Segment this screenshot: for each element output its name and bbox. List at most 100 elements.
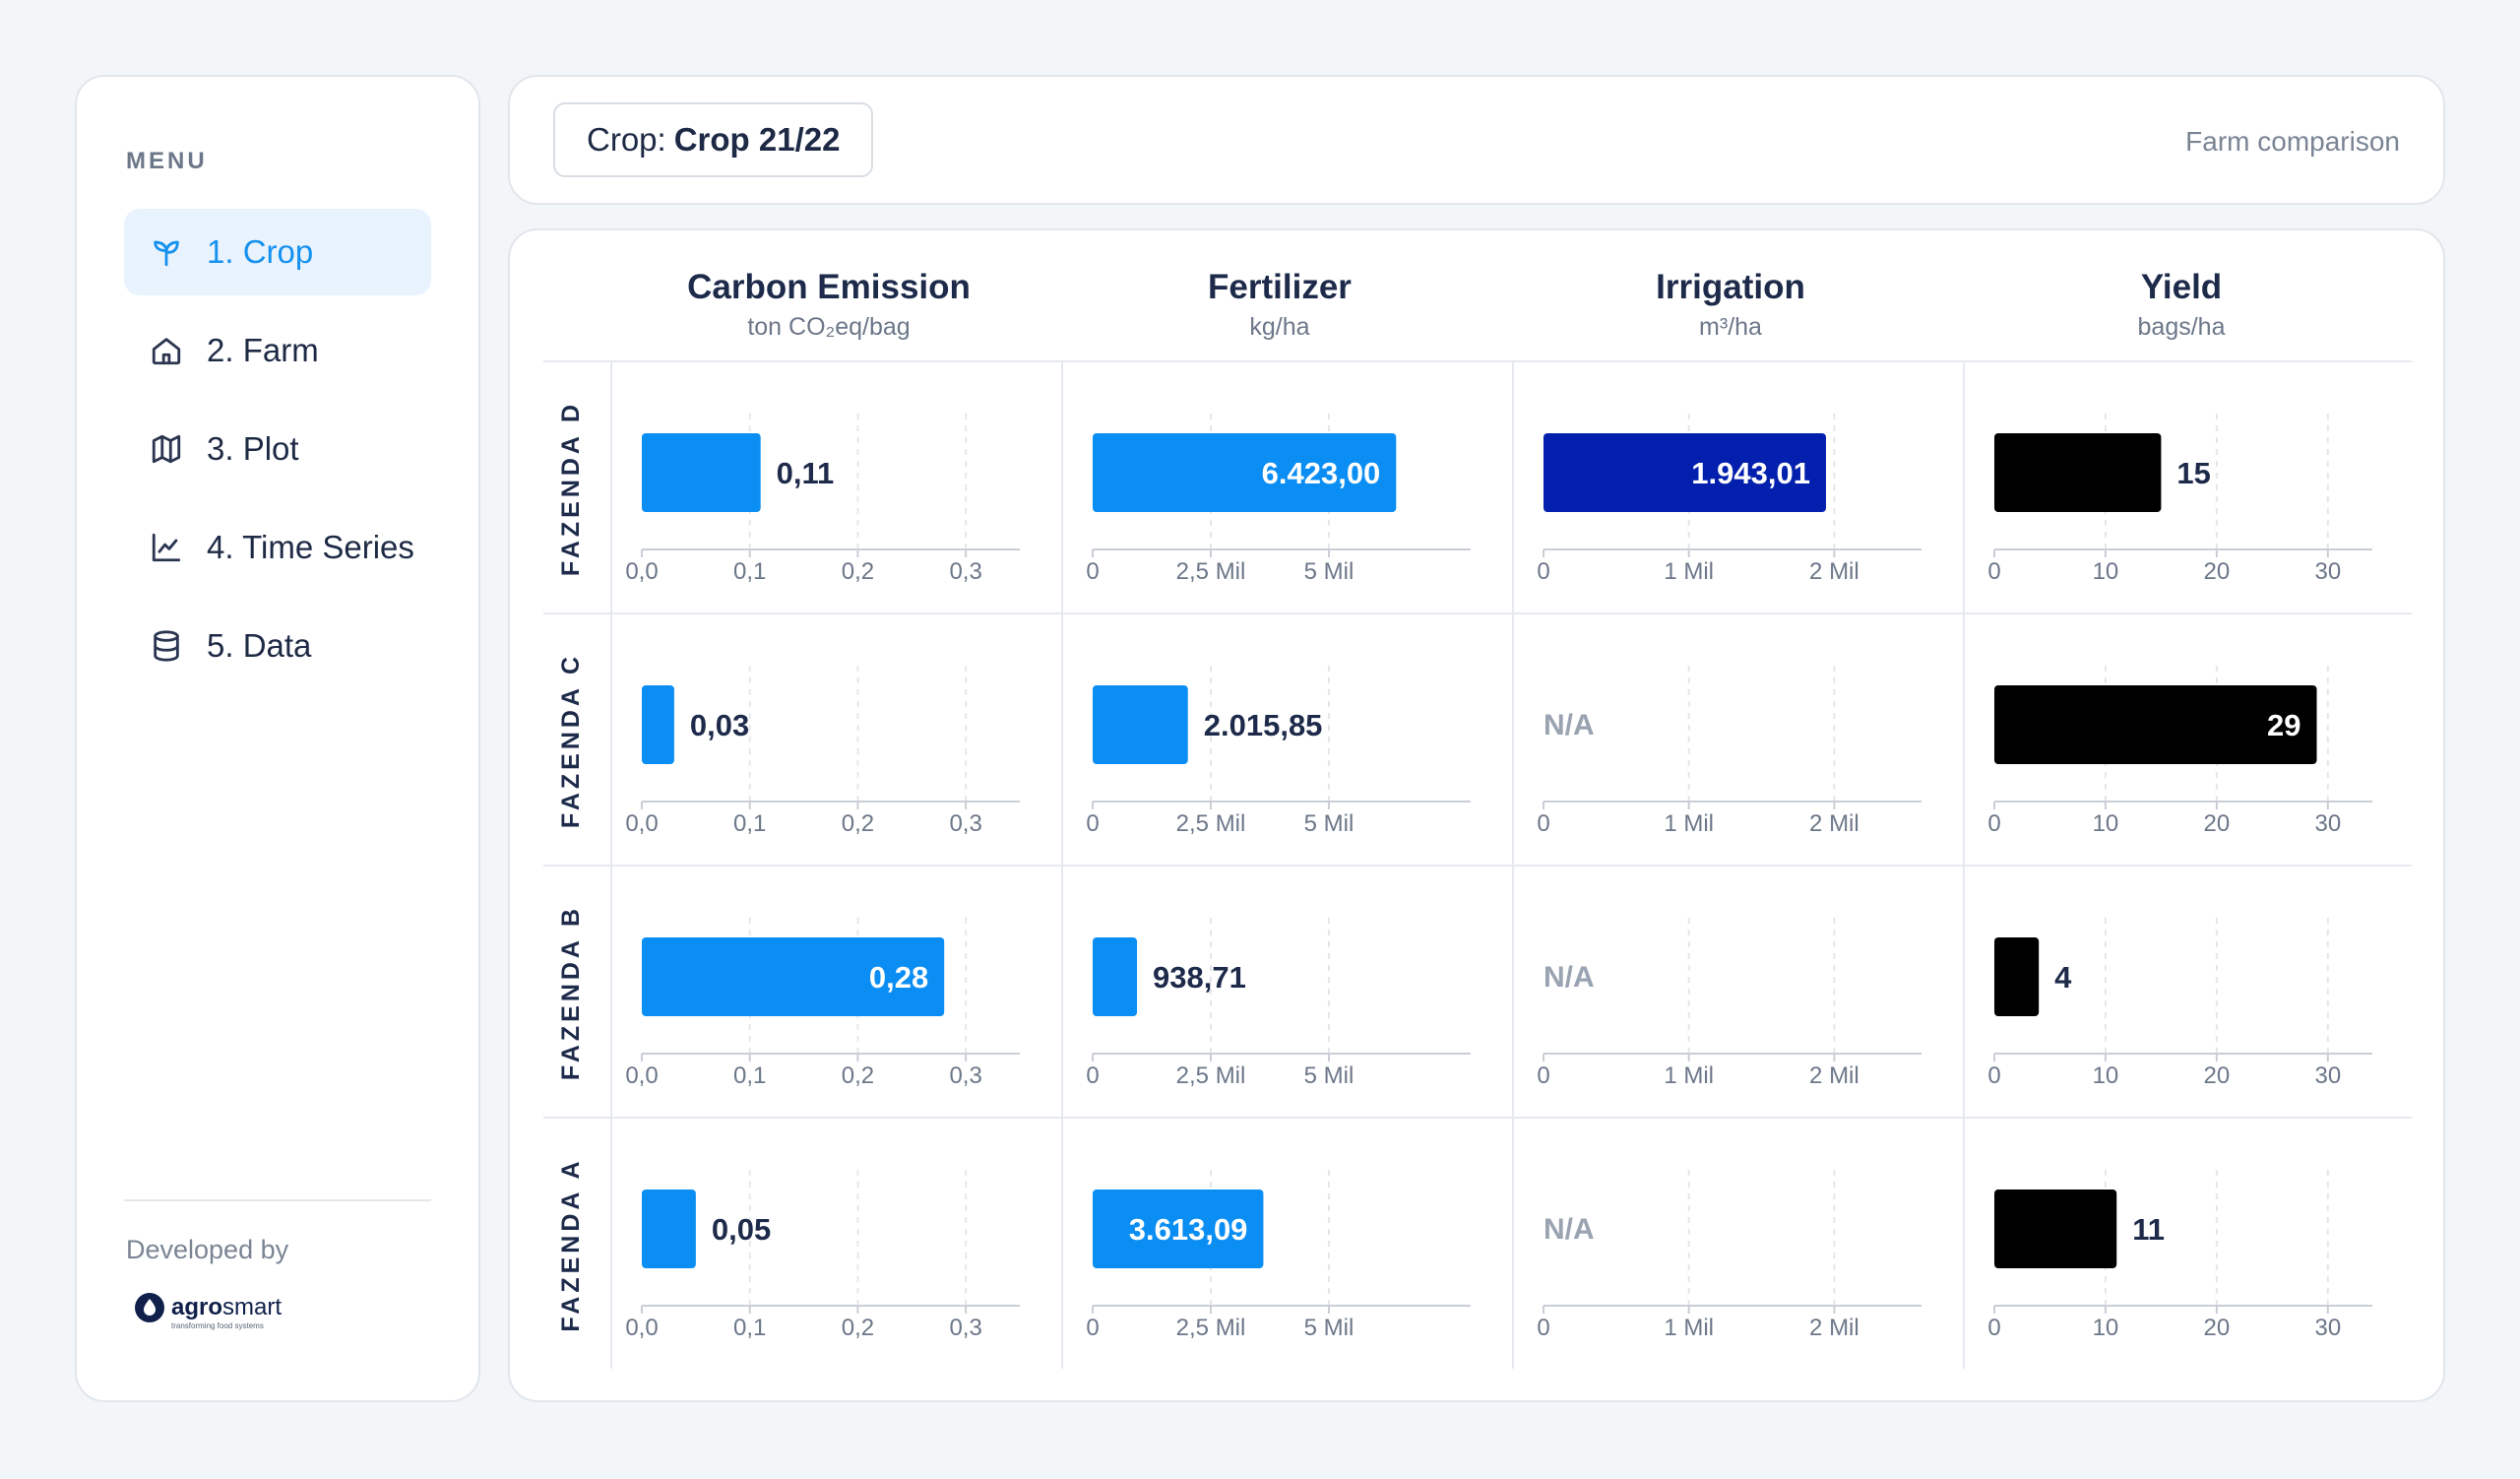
x-tick-label: 0,1 xyxy=(733,1062,766,1089)
chart-cell-carbon: 0,0 0,1 0,2 0,3 0,11 xyxy=(612,362,1063,612)
row-label-fazenda-b: FAZENDA B xyxy=(557,904,585,1081)
x-tick-label: 2 Mil xyxy=(1809,810,1859,837)
x-tick-label: 20 xyxy=(2204,1315,2231,1341)
x-tick-label: 0,0 xyxy=(625,1315,658,1341)
column-unit: bags/ha xyxy=(2137,313,2226,341)
na-label: N/A xyxy=(1544,961,1595,994)
x-tick-label: 0 xyxy=(1537,558,1549,585)
grid-divider xyxy=(543,1117,2412,1119)
x-tick-label: 0 xyxy=(1537,1062,1549,1089)
x-tick-label: 0 xyxy=(1987,558,2000,585)
bar-value-label: 6.423,00 xyxy=(1262,456,1381,490)
sidebar-divider xyxy=(124,1199,431,1201)
chart-cell-fertilizer: 0 2,5 Mil 5 Mil 6.423,00 xyxy=(1063,362,1514,612)
bar-value-label: 0,28 xyxy=(869,960,928,995)
x-tick-label: 0,0 xyxy=(625,810,658,837)
x-tick-label: 0,2 xyxy=(842,558,874,585)
row-label-fazenda-a: FAZENDA A xyxy=(557,1157,585,1332)
bar-value-label: 0,05 xyxy=(712,1212,771,1247)
bar xyxy=(1994,685,2317,764)
bar xyxy=(1093,433,1397,512)
column-title: Fertilizer xyxy=(1208,268,1352,306)
column-header-irrigation: Irrigation m³/ha xyxy=(1505,268,1956,342)
x-tick-label: 0 xyxy=(1086,810,1099,837)
bar-value-label: 2.015,85 xyxy=(1204,708,1323,742)
crop-label: Crop: xyxy=(587,121,666,158)
bar xyxy=(1093,685,1188,764)
bar xyxy=(642,937,945,1016)
nav-item-farm[interactable]: 2. Farm xyxy=(124,307,431,394)
x-tick-label: 10 xyxy=(2093,1062,2119,1089)
chart-cell-svg: 0 1 Mil 2 Mil 1.943,01 xyxy=(1537,414,1922,585)
x-tick-label: 1 Mil xyxy=(1664,1315,1714,1341)
x-tick-label: 0,0 xyxy=(625,1062,658,1089)
x-tick-label: 0 xyxy=(1987,810,2000,837)
x-tick-label: 10 xyxy=(2093,810,2119,837)
x-tick-label: 0,1 xyxy=(733,558,766,585)
chart-cell-svg: 0 1 Mil 2 Mil N/A xyxy=(1537,666,1922,837)
house-icon xyxy=(148,332,185,369)
chart-cell-carbon: 0,0 0,1 0,2 0,3 0,03 xyxy=(612,614,1063,865)
bar xyxy=(1093,1190,1264,1268)
nav-label: 2. Farm xyxy=(207,332,319,368)
x-tick-label: 0 xyxy=(1987,1315,2000,1341)
agrosmart-logo[interactable]: agrosmart transforming food systems xyxy=(134,1292,282,1330)
developed-by-label: Developed by xyxy=(126,1235,289,1264)
chart-cell-svg: 0,0 0,1 0,2 0,3 0,28 xyxy=(625,918,1020,1089)
grid-divider xyxy=(1061,360,1063,1369)
logo-text: agrosmart xyxy=(171,1294,282,1321)
x-tick-label: 0,3 xyxy=(949,1062,981,1089)
grid-divider xyxy=(543,612,2412,614)
x-tick-label: 0 xyxy=(1537,1315,1549,1341)
chart-cell-svg: 0,0 0,1 0,2 0,3 0,05 xyxy=(625,1170,1020,1341)
x-tick-label: 30 xyxy=(2314,810,2341,837)
na-label: N/A xyxy=(1544,709,1595,741)
grid-divider xyxy=(610,360,612,1369)
crop-selector[interactable]: Crop: Crop 21/22 xyxy=(553,102,874,177)
logo-tagline: transforming food systems xyxy=(171,1321,264,1330)
nav-item-crop[interactable]: 1. Crop xyxy=(124,209,431,295)
logo-text-bold: agro xyxy=(171,1294,223,1320)
chart-cell-svg: 0 2,5 Mil 5 Mil 2.015,85 xyxy=(1086,666,1471,837)
x-tick-label: 0,0 xyxy=(625,558,658,585)
chart-cell-svg: 0 10 20 30 11 xyxy=(1987,1170,2372,1341)
database-icon xyxy=(148,627,185,665)
column-title: Irrigation xyxy=(1656,268,1805,306)
column-title: Yield xyxy=(2140,268,2223,306)
x-tick-label: 2,5 Mil xyxy=(1176,810,1246,837)
bar xyxy=(642,685,674,764)
x-tick-label: 5 Mil xyxy=(1304,558,1354,585)
column-header-fertilizer: Fertilizer kg/ha xyxy=(1054,268,1505,342)
column-header-yield: Yield bags/ha xyxy=(1956,268,2407,342)
logo-text-regular: smart xyxy=(222,1294,283,1320)
chart-cell-fertilizer: 0 2,5 Mil 5 Mil 2.015,85 xyxy=(1063,614,1514,865)
crop-value: Crop 21/22 xyxy=(673,121,841,158)
bar-value-label: 3.613,09 xyxy=(1129,1212,1248,1247)
na-label: N/A xyxy=(1544,1213,1595,1246)
chart-cell-svg: 0 2,5 Mil 5 Mil 3.613,09 xyxy=(1086,1170,1471,1341)
x-tick-label: 0,2 xyxy=(842,1315,874,1341)
chart-cell-svg: 0 10 20 30 4 xyxy=(1987,918,2372,1089)
x-tick-label: 0,3 xyxy=(949,810,981,837)
x-tick-label: 20 xyxy=(2204,558,2231,585)
bar xyxy=(1994,1190,2117,1268)
bar-value-label: 29 xyxy=(2267,708,2300,742)
bar-value-label: 1.943,01 xyxy=(1691,456,1810,490)
x-tick-label: 1 Mil xyxy=(1664,1062,1714,1089)
nav-item-data[interactable]: 5. Data xyxy=(124,603,431,689)
nav-item-time-series[interactable]: 4. Time Series xyxy=(124,504,431,591)
bar-value-label: 4 xyxy=(2054,960,2072,995)
nav-item-plot[interactable]: 3. Plot xyxy=(124,406,431,492)
x-tick-label: 30 xyxy=(2314,558,2341,585)
chart-cell-irrigation: 0 1 Mil 2 Mil N/A xyxy=(1514,867,1965,1117)
chart-cell-svg: 0,0 0,1 0,2 0,3 0,03 xyxy=(625,666,1020,837)
menu-title: MENU xyxy=(126,148,208,174)
column-unit: m³/ha xyxy=(1699,313,1762,341)
chart-cell-svg: 0,0 0,1 0,2 0,3 0,11 xyxy=(625,414,1020,585)
bar xyxy=(642,433,761,512)
x-tick-label: 1 Mil xyxy=(1664,558,1714,585)
bar-value-label: 11 xyxy=(2132,1212,2165,1247)
grid-divider xyxy=(1512,360,1514,1369)
chart-cell-svg: 0 1 Mil 2 Mil N/A xyxy=(1537,1170,1922,1341)
bar xyxy=(1994,433,2162,512)
